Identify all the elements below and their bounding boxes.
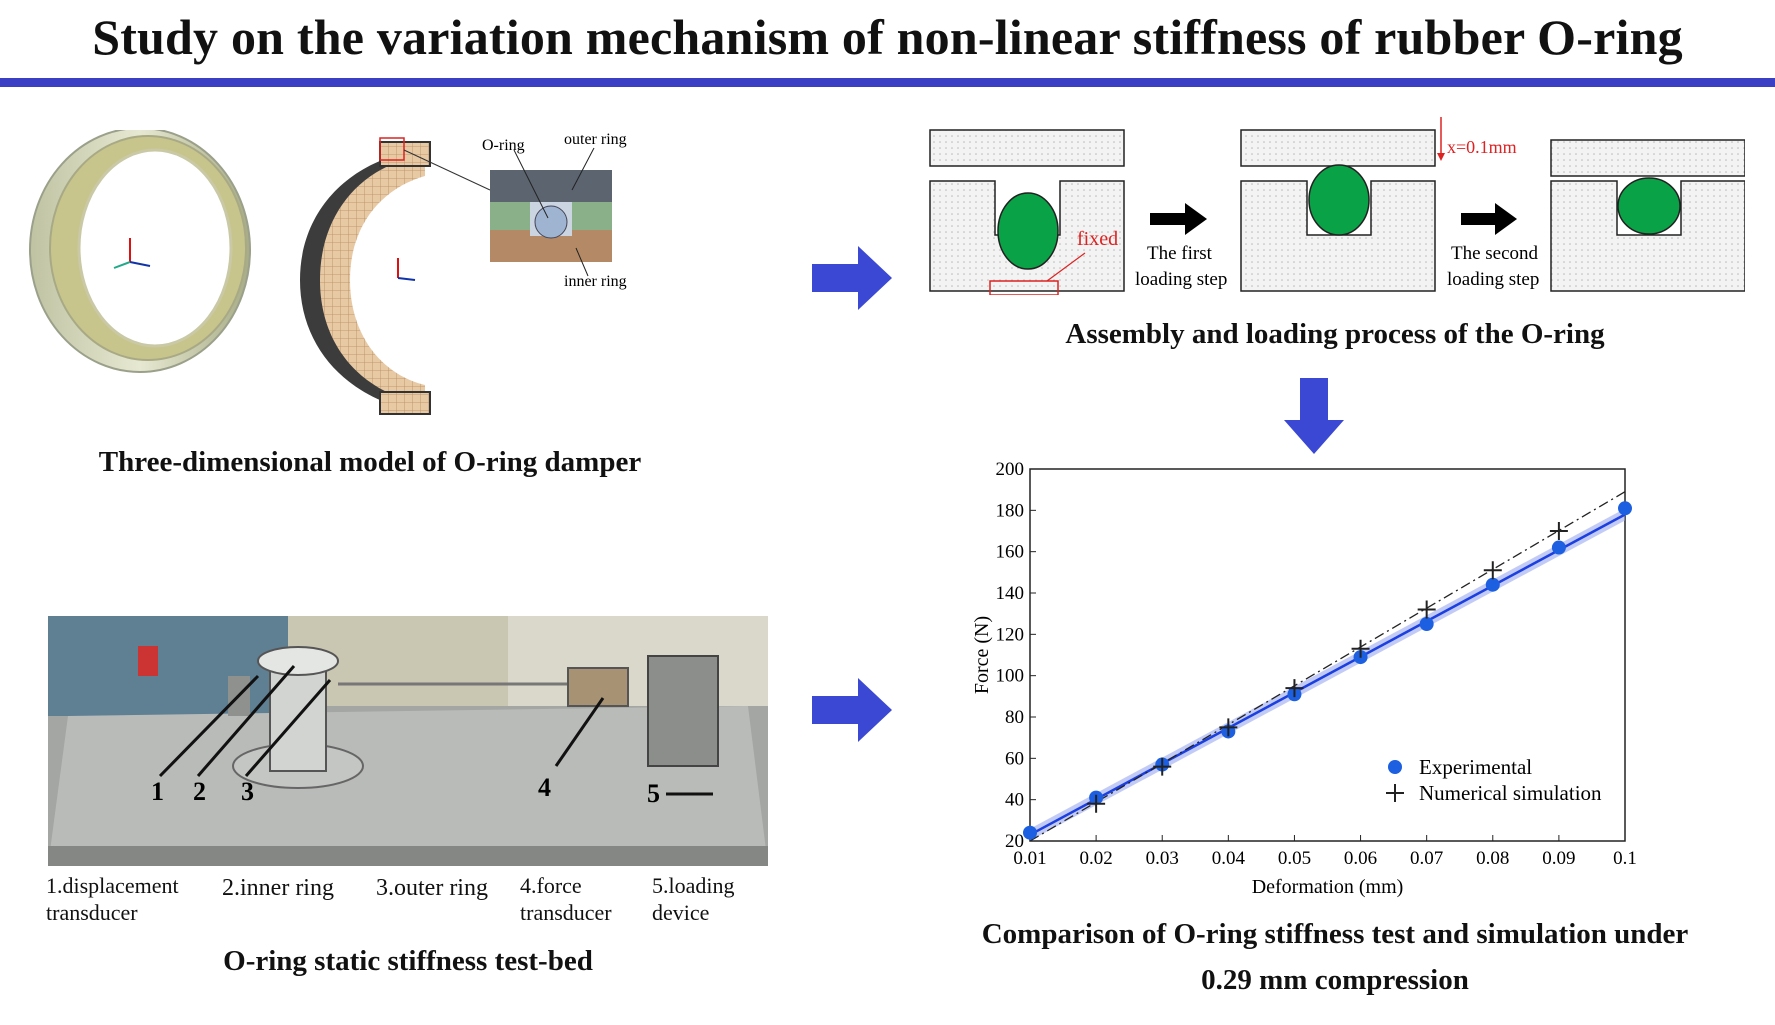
test-bed-photo: 1 2 3 4 5 [48, 616, 768, 866]
x-tick-label: 0.03 [1146, 848, 1179, 869]
y-tick-label: 60 [1005, 748, 1024, 769]
legend-item-4: 4.force transducer [520, 872, 612, 926]
data-point-experimental [1485, 577, 1500, 592]
y-tick-label: 160 [996, 542, 1025, 563]
y-tick-label: 120 [996, 624, 1025, 645]
y-tick-label: 200 [996, 459, 1025, 480]
assembly-stage-first-step: x=0.1mm [1240, 117, 1517, 292]
legend-label-experimental: Experimental [1419, 755, 1532, 779]
title-rule [0, 78, 1775, 87]
data-point-experimental [1618, 501, 1632, 516]
caption-chart-line2: 0.29 mm compression [1201, 964, 1469, 996]
data-point-simulation [1285, 679, 1304, 698]
legend-item-3: 3.outer ring [376, 875, 488, 901]
step2-line1: The second [1451, 243, 1539, 264]
fit-line-experimental [1029, 513, 1626, 836]
legend-label-simulation: Numerical simulation [1419, 781, 1602, 805]
fit-line-simulation [1029, 491, 1626, 842]
inner-ring-label: inner ring [564, 273, 627, 290]
x-tick-label: 0.05 [1278, 848, 1311, 869]
y-tick-label: 40 [1005, 790, 1024, 811]
caption-assembly: Assembly and loading process of the O-ri… [1065, 318, 1605, 350]
x-tick-label: 0.1 [1613, 848, 1637, 869]
stiffness-chart: 0.01 0.02 0.03 0.04 0.05 0.06 0.07 0.08 0.09 0.1 2… [971, 459, 1637, 898]
legend-item-5: 5.loading device [652, 872, 735, 926]
test-bed-number-3: 3 [241, 777, 254, 806]
step1-line1: The first [1147, 243, 1213, 264]
y-tick-label: 100 [996, 666, 1025, 687]
data-point-simulation [1153, 757, 1172, 776]
half-ring-mesh-model [300, 137, 491, 415]
fixed-label: fixed [1077, 228, 1118, 250]
arrow-right-icon [1461, 203, 1517, 235]
caption-3d-model: Three-dimensional model of O-ring damper [98, 446, 642, 478]
test-bed-number-5: 5 [647, 779, 660, 808]
three-d-model-figure: O-ring outer ring inner ring [29, 130, 627, 415]
legend-marker-experimental [1388, 760, 1402, 774]
legend-item-4-line2: transducer [520, 900, 612, 925]
data-point-simulation [1483, 561, 1502, 580]
x-tick-label: 0.02 [1079, 848, 1112, 869]
y-axis-label: Force (N) [971, 616, 993, 694]
legend-item-1-line1: 1.displacement [46, 873, 179, 898]
data-point-simulation [1417, 600, 1436, 619]
arrow-right-icon [812, 246, 892, 310]
data-point-simulation [1219, 718, 1238, 737]
data-point-simulation [1549, 522, 1568, 540]
x-axis-label: Deformation (mm) [1252, 876, 1404, 898]
data-point-experimental [1551, 540, 1566, 555]
assembly-stage-initial: fixed [929, 129, 1125, 295]
page-title: Study on the variation mechanism of non-… [92, 9, 1683, 65]
y-tick-label: 180 [996, 500, 1025, 521]
data-point-simulation [1351, 639, 1370, 658]
x-tick-label: 0.04 [1212, 848, 1246, 869]
assembly-loading-figure: fixed The first loading step x=0.1mm The… [929, 117, 1745, 295]
data-point-simulation [1087, 794, 1106, 813]
test-bed-number-4: 4 [538, 773, 551, 802]
outer-ring-label: outer ring [564, 131, 627, 148]
x-tick-label: 0.07 [1410, 848, 1443, 869]
x-tick-label: 0.08 [1476, 848, 1509, 869]
oring-label: O-ring [482, 137, 525, 154]
step2-line2: loading step [1447, 269, 1539, 290]
test-bed-number-2: 2 [193, 777, 206, 806]
data-point-experimental [1023, 825, 1037, 840]
y-tick-label: 20 [1005, 831, 1024, 852]
caption-test-bed: O-ring static stiffness test-bed [223, 945, 593, 977]
legend-item-4-line1: 4.force [520, 873, 582, 898]
legend-item-1: 1.displacement transducer [46, 872, 179, 926]
step1-line2: loading step [1135, 269, 1227, 290]
x-tick-label: 0.01 [1013, 848, 1046, 869]
legend-marker-simulation [1386, 784, 1404, 802]
y-tick-label: 140 [996, 583, 1025, 604]
legend-item-5-line1: 5.loading [652, 873, 735, 898]
arrow-down-icon [1284, 378, 1344, 454]
caption-chart-line1: Comparison of O-ring stiffness test and … [981, 918, 1689, 950]
x-tick-label: 0.06 [1344, 848, 1377, 869]
legend-item-5-line2: device [652, 900, 710, 925]
data-point-experimental [1419, 617, 1434, 631]
damper-cylinder-model [29, 130, 251, 373]
legend-item-1-line2: transducer [46, 900, 138, 925]
x-tick-label: 0.09 [1542, 848, 1575, 869]
y-tick-label: 80 [1005, 707, 1024, 728]
x-displacement-label: x=0.1mm [1447, 137, 1517, 157]
assembly-stage-second-step [1550, 139, 1745, 292]
test-bed-number-1: 1 [151, 777, 164, 806]
oring-cross-section-detail [490, 147, 612, 277]
legend-item-2: 2.inner ring [222, 875, 334, 901]
arrow-right-icon [812, 678, 892, 742]
arrow-right-icon [1150, 203, 1207, 235]
